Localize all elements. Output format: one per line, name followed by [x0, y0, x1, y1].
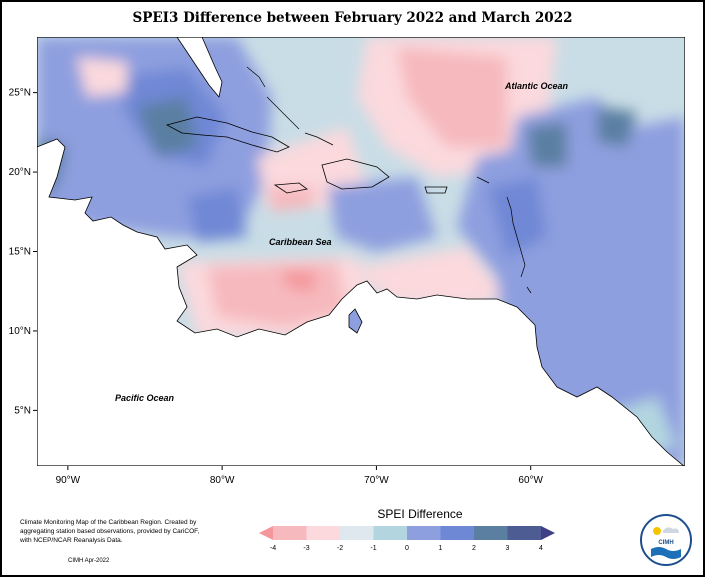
legend-swatch — [474, 526, 508, 540]
lat-tick-label: 10°N — [9, 326, 31, 337]
legend-title: SPEI Difference — [377, 507, 463, 521]
legend-swatch — [373, 526, 408, 540]
lat-tick-label: 25°N — [9, 88, 31, 99]
ocean-label-caribbean: Caribbean Sea — [269, 237, 332, 247]
legend-tick-label: -1 — [370, 545, 376, 552]
landmass — [37, 37, 685, 466]
legend-swatch — [507, 526, 542, 540]
island-outlines — [246, 66, 532, 294]
legend-swatch — [440, 526, 475, 540]
legend-swatch — [340, 526, 374, 540]
legend-tick-label: -4 — [270, 545, 276, 552]
legend-tick-label: -3 — [303, 545, 309, 552]
credit-text: Climate Monitoring Map of the Caribbean … — [20, 519, 200, 544]
cimh-logo-icon: CIMH — [640, 514, 692, 566]
legend-tick-label: 0 — [405, 545, 409, 552]
lon-tick-label: 60°W — [518, 475, 543, 486]
lat-tick-label: 20°N — [9, 167, 31, 178]
legend-tick-label: 4 — [539, 545, 543, 552]
legend-arrow-high — [541, 526, 555, 540]
ocean-label-atlantic: Atlantic Ocean — [504, 81, 569, 91]
legend-arrow-low — [259, 526, 273, 540]
credit-agency-date: CIMH Apr-2022 — [68, 558, 110, 564]
color-legend: -4 -3 -2 -1 0 1 2 3 4 — [259, 526, 555, 552]
legend-tick-label: -2 — [337, 545, 343, 552]
legend-swatch — [407, 526, 441, 540]
legend-tick-label: 2 — [472, 545, 476, 552]
legend-tick-label: 3 — [506, 545, 510, 552]
legend-tick-label: 1 — [439, 545, 443, 552]
legend-swatch — [273, 526, 307, 540]
map-title: SPEI3 Difference between February 2022 a… — [132, 10, 573, 26]
spei-field — [37, 37, 685, 466]
spei-map: Atlantic Ocean Caribbean Sea Pacific Oce… — [37, 37, 685, 466]
logo-label: CIMH — [658, 540, 673, 546]
lon-tick-label: 70°W — [364, 475, 389, 486]
lon-tick-label: 80°W — [210, 475, 235, 486]
ocean-label-pacific: Pacific Ocean — [115, 393, 175, 403]
lat-tick-label: 15°N — [9, 247, 31, 258]
lon-tick-label: 90°W — [56, 475, 81, 486]
legend-swatch — [306, 526, 341, 540]
lat-tick-label: 5°N — [14, 405, 31, 416]
